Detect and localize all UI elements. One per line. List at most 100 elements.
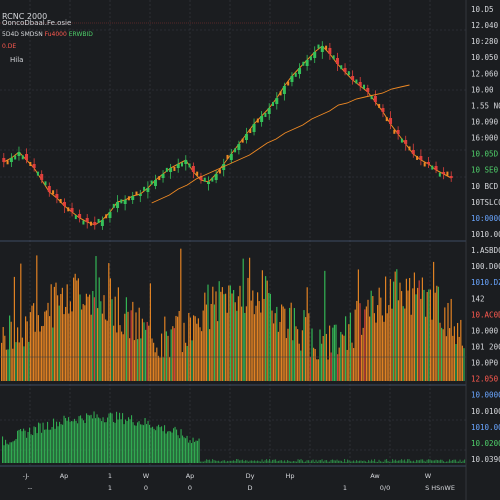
oscillator-bar: [132, 422, 134, 463]
oscillator-bar: [189, 440, 191, 463]
volume-bar: [345, 316, 347, 381]
oscillator-bar: [6, 443, 8, 463]
volume-bar: [21, 337, 23, 381]
volume-bar: [151, 338, 153, 381]
volume-bar: [458, 336, 460, 381]
volume-bar: [93, 297, 95, 381]
candle-body: [332, 55, 335, 60]
volume-bar: [140, 338, 142, 381]
volume-bar: [157, 355, 159, 381]
oscillator-bar: [114, 422, 116, 463]
volume-bar: [249, 257, 251, 381]
oscillator-bar: [185, 438, 187, 463]
oscillator-bar: [192, 437, 194, 463]
volume-bar: [314, 348, 316, 381]
oscillator-bar: [92, 418, 94, 463]
oscillator-bar: [239, 460, 241, 463]
oscillator-bar: [39, 423, 41, 463]
oscillator-bar: [80, 415, 82, 463]
legend-row: 5D4D SMDSN Fu4000 ERWBID: [2, 30, 93, 39]
candle-body: [279, 91, 282, 96]
oscillator-bar: [413, 460, 415, 463]
price-overlay-lines: [151, 84, 410, 204]
volume-bar: [429, 289, 431, 381]
oscillator-bar: [182, 435, 184, 463]
oscillator-bar: [354, 461, 356, 463]
volume-bar: [221, 287, 223, 381]
price-candles: [2, 41, 453, 230]
oscillator-bar: [410, 460, 412, 463]
volume-bar: [260, 312, 262, 381]
oscillator-bar: [32, 435, 34, 463]
volume-bar: [253, 314, 255, 381]
oscillator-bar: [156, 426, 158, 463]
oscillator-bar: [285, 461, 287, 463]
volume-bar: [404, 308, 406, 381]
oscillator-bar: [116, 411, 118, 463]
volume-bar: [213, 304, 215, 381]
volume-bar: [69, 301, 71, 381]
oscillator-bar: [230, 460, 232, 463]
oscillator-bar: [272, 459, 274, 463]
volume-bar: [441, 327, 443, 381]
oscillator-bar: [425, 461, 427, 463]
oscillator-bar: [311, 460, 313, 463]
oscillator-bar: [273, 459, 275, 463]
oscillator-bar: [123, 424, 125, 463]
volume-bar: [85, 293, 87, 381]
time-axis-label: 0/0: [380, 484, 390, 492]
candle-body: [229, 154, 233, 160]
volume-bar: [68, 313, 70, 381]
candle-body: [426, 162, 430, 164]
oscillator-bar: [69, 421, 71, 463]
candle-body: [120, 199, 123, 204]
volume-bar: [380, 297, 382, 381]
oscillator-bar: [434, 460, 436, 463]
oscillator-bar: [33, 426, 35, 463]
oscillator-bar: [242, 459, 244, 463]
volume-bar: [236, 310, 238, 381]
oscillator-bar: [287, 460, 289, 463]
oscillator-bar: [341, 460, 343, 463]
oscillator-bar: [108, 413, 110, 463]
oscillator-bar: [72, 421, 74, 463]
price-axis-label: 10.090: [471, 118, 499, 127]
volume-bar: [332, 327, 334, 381]
volume-bar: [90, 314, 92, 381]
volume-bar: [15, 342, 17, 381]
volume-bar: [45, 310, 47, 381]
volume-bar: [117, 287, 119, 381]
volume-bar: [397, 300, 399, 381]
oscillator-bar: [135, 425, 137, 463]
candle-body: [93, 222, 97, 225]
oscillator-bar: [356, 460, 358, 463]
oscillator-bar: [162, 431, 164, 463]
volume-bar: [293, 308, 295, 381]
volume-bar: [324, 270, 326, 381]
oscillator-bar: [42, 422, 44, 463]
candle-body: [366, 88, 370, 92]
volume-bar: [292, 340, 294, 381]
oscillator-bar: [398, 460, 400, 463]
oscillator-bar: [77, 423, 79, 463]
volume-bar: [423, 289, 425, 381]
oscillator-bar: [174, 426, 176, 463]
oscillator-bar: [99, 418, 101, 463]
oscillator-bar: [312, 459, 314, 463]
volume-bar: [434, 292, 436, 381]
volume-bar: [389, 278, 391, 381]
volume-bar: [23, 346, 25, 381]
time-axis-label: Hp: [285, 472, 294, 480]
volume-bar: [49, 316, 51, 381]
candle-body: [442, 172, 446, 174]
volume-bar: [210, 303, 212, 381]
oscillator-bar: [122, 413, 124, 463]
oscillator-bar: [447, 461, 449, 463]
price-axis-label: 12.050: [471, 375, 499, 384]
volume-bar: [250, 300, 252, 381]
volume-bar: [13, 276, 15, 381]
volume-bar: [409, 277, 411, 381]
volume-bar: [426, 292, 428, 381]
oscillator-bar: [23, 428, 25, 463]
